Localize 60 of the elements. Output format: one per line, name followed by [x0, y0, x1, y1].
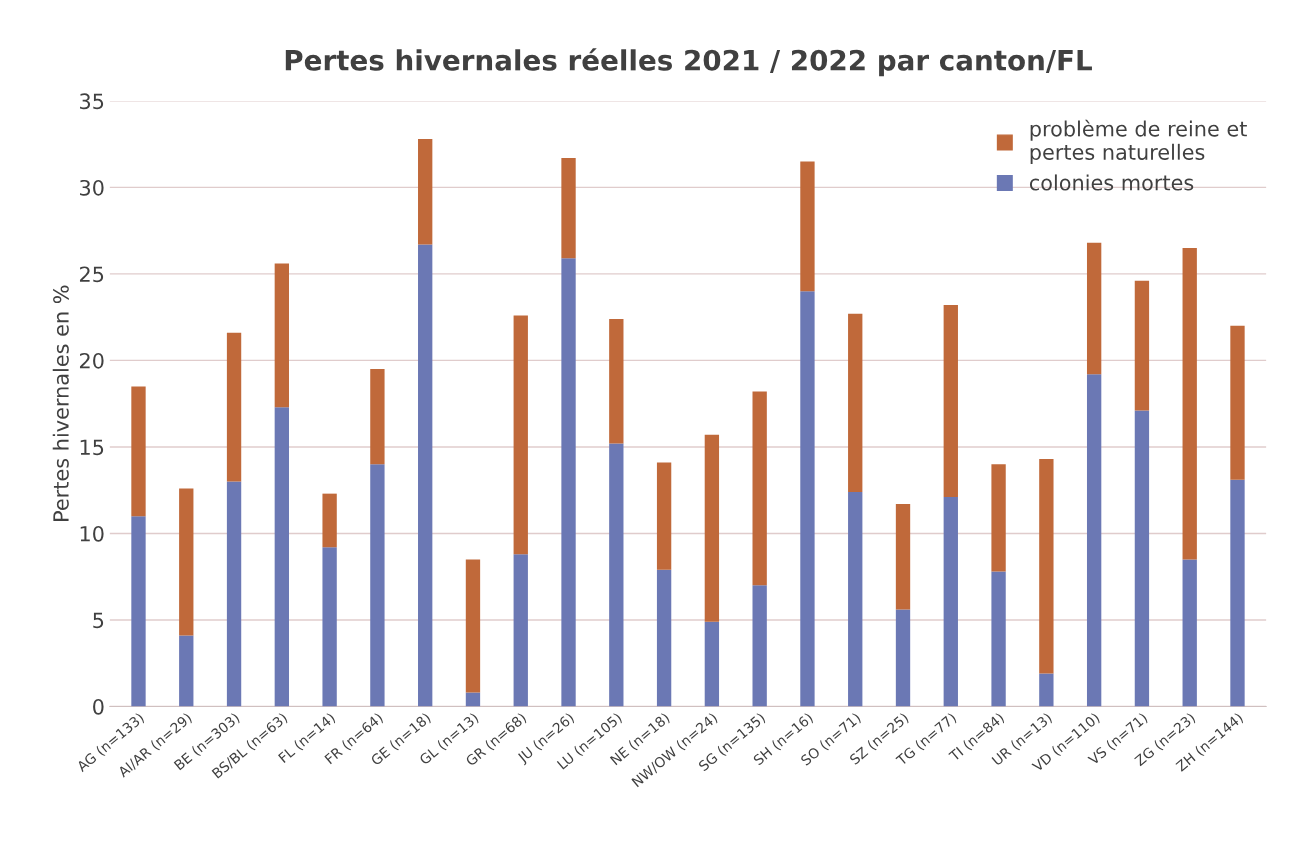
y-tick-label: 0 [93, 698, 104, 715]
bar [656, 569, 672, 707]
bar [895, 504, 911, 610]
bar [274, 407, 289, 707]
bar [131, 516, 146, 707]
y-axis-title: Pertes hivernales en % [52, 285, 69, 521]
bar [752, 585, 767, 707]
bar [370, 464, 385, 707]
bar [1182, 559, 1197, 707]
bar [1039, 459, 1054, 674]
bar [131, 386, 146, 517]
bar [848, 491, 863, 707]
bar [1086, 374, 1102, 707]
y-tick-label: 25 [79, 266, 104, 283]
bar [1086, 242, 1102, 375]
bar [179, 488, 194, 636]
y-tick-label: 10 [80, 525, 104, 542]
bar [226, 332, 242, 482]
bar [1230, 479, 1245, 707]
bar [800, 291, 815, 707]
bar [322, 493, 337, 548]
bar [1230, 325, 1245, 480]
bar [1134, 280, 1150, 411]
bar [465, 559, 481, 693]
bar [752, 391, 767, 586]
bar [704, 621, 720, 707]
bar [943, 305, 958, 498]
legend-label: problème de reine et pertes naturelles [1030, 119, 1247, 164]
bar [370, 369, 385, 465]
bar [609, 443, 624, 707]
bar [943, 497, 958, 707]
bar [895, 609, 911, 707]
legend-label: colonies mortes [1029, 174, 1194, 191]
bar [274, 263, 289, 408]
y-tick-label: 35 [80, 93, 104, 110]
bar [465, 692, 481, 707]
bar [800, 161, 815, 292]
y-tick-label: 20 [79, 352, 104, 369]
bar [656, 462, 672, 570]
bar [513, 315, 528, 555]
bar [991, 571, 1006, 707]
y-tick-label: 30 [80, 179, 104, 196]
y-tick-label: 15 [80, 439, 104, 456]
bar [513, 554, 528, 707]
bar [704, 434, 720, 622]
chart-title: Pertes hivernales réelles 2021 / 2022 par canton/FL [285, 48, 1092, 77]
bar [226, 481, 242, 707]
bar [418, 138, 433, 245]
bar [1039, 673, 1054, 707]
bar [561, 158, 576, 259]
bar [1134, 410, 1150, 707]
bar [322, 547, 337, 707]
bar [179, 635, 194, 707]
bar [418, 244, 433, 707]
bar [991, 464, 1006, 572]
bar [561, 258, 576, 707]
bar [1182, 247, 1197, 560]
bar [848, 313, 863, 492]
bar [609, 318, 624, 444]
y-tick-label: 5 [93, 612, 104, 629]
